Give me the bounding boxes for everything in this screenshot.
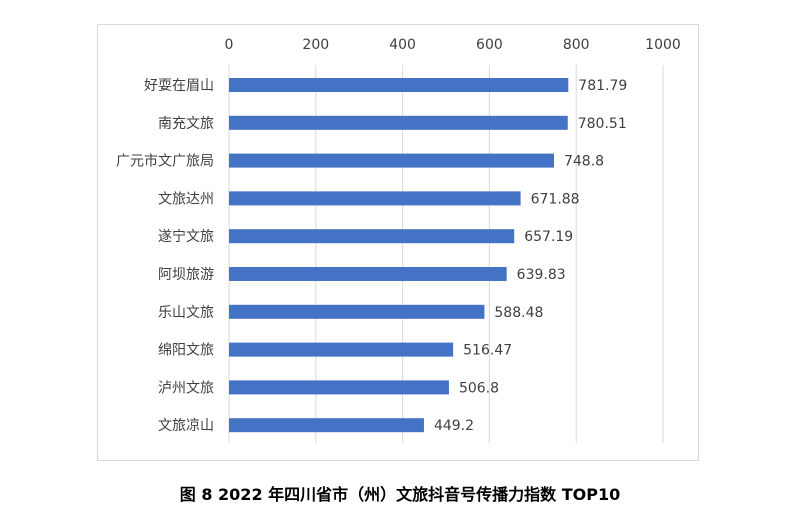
value-label: 639.83	[517, 267, 566, 283]
bar-chart: 0 200 400 600 800 1000 好耍在眉山南充文旅广元市文广旅局文旅达州遂宁…	[116, 37, 681, 443]
bar	[229, 304, 485, 319]
x-tick-label: 1000	[645, 37, 681, 53]
figure-caption: 图 8 2022 年四川省市（州）文旅抖音号传播力指数 TOP10	[179, 485, 621, 504]
value-label: 748.8	[564, 154, 604, 170]
value-label: 449.2	[434, 418, 474, 434]
bar	[229, 342, 454, 357]
value-label: 516.47	[463, 343, 512, 359]
x-tick-label: 800	[563, 37, 590, 53]
category-label: 广元市文广旅局	[116, 153, 214, 170]
category-label: 泸州文旅	[158, 380, 214, 396]
category-label: 文旅凉山	[158, 418, 214, 434]
x-tick-label: 600	[476, 37, 503, 53]
x-tick-label: 200	[302, 37, 329, 53]
bar	[229, 153, 554, 168]
category-label: 阿坝旅游	[158, 267, 214, 283]
x-tick-label: 400	[389, 37, 416, 53]
bar	[229, 418, 424, 433]
bars	[229, 78, 569, 433]
category-label: 绵阳文旅	[158, 342, 214, 359]
bar	[229, 229, 515, 244]
category-labels: 好耍在眉山南充文旅广元市文广旅局文旅达州遂宁文旅阿坝旅游乐山文旅绵阳文旅泸州文旅…	[116, 78, 214, 434]
bar	[229, 380, 449, 395]
category-label: 遂宁文旅	[158, 228, 214, 245]
category-label: 南充文旅	[158, 116, 214, 132]
value-label: 588.48	[494, 305, 543, 321]
value-label: 506.8	[459, 380, 499, 396]
bar	[229, 115, 568, 130]
bar	[229, 267, 507, 281]
value-labels: 781.79 780.51 748.8 671.88 657.19 639.83 588.4…	[434, 78, 627, 434]
value-label: 781.79	[578, 78, 627, 94]
value-label: 671.88	[531, 191, 580, 207]
category-label: 好耍在眉山	[144, 78, 214, 94]
value-label: 780.51	[578, 116, 627, 132]
x-axis-ticks: 0 200 400 600 800 1000	[225, 37, 681, 53]
bar	[229, 78, 569, 92]
category-label: 乐山文旅	[158, 305, 214, 321]
value-label: 657.19	[524, 229, 573, 245]
category-label: 文旅达州	[158, 191, 214, 207]
x-tick-label: 0	[225, 37, 234, 53]
chart-frame: 0 200 400 600 800 1000 好耍在眉山南充文旅广元市文广旅局文旅达州遂宁…	[97, 24, 699, 461]
bar	[229, 191, 521, 206]
